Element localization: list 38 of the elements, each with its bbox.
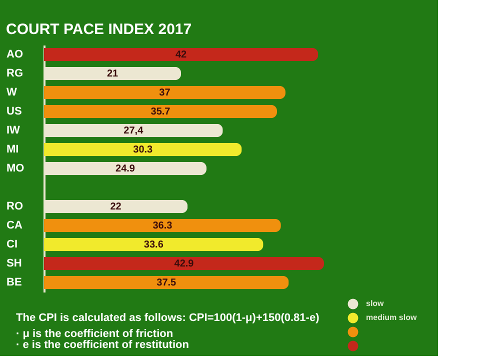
- chart-title: COURT PACE INDEX 2017: [6, 21, 192, 38]
- text: · μ is the coefficient of friction: [16, 328, 174, 340]
- data-label: 36.3: [152, 220, 173, 232]
- bar: [44, 48, 318, 62]
- data-label: 42.9: [174, 258, 194, 270]
- y-tick-label: RG: [6, 68, 23, 80]
- data-label: 30.3: [133, 144, 154, 156]
- bar: [44, 142, 242, 156]
- y-tick-label: AO: [6, 48, 24, 60]
- y-tick-label: IW: [6, 124, 21, 136]
- data-label: 33.6: [144, 240, 164, 250]
- y-tick-label: CI: [6, 238, 18, 250]
- data-label: 37.5: [156, 278, 177, 288]
- y-tick-label: SH: [6, 258, 22, 270]
- y-tick-label: BE: [6, 276, 22, 288]
- legend-label: medium slow: [366, 313, 418, 322]
- legend-label: slow: [366, 299, 385, 308]
- bar: [44, 276, 289, 290]
- data-label: 22: [110, 202, 122, 212]
- bar: [44, 256, 324, 270]
- data-label: 21: [106, 68, 119, 80]
- y-tick-label: US: [6, 106, 22, 118]
- y-tick-label: W: [6, 86, 18, 98]
- y-tick-label: CA: [6, 220, 22, 232]
- bar: [44, 86, 286, 100]
- data-label: 42: [176, 50, 188, 60]
- data-label: 27,4: [124, 126, 144, 136]
- text: The CPI is calculated as follows: CPI=100(1-μ)+150(0.81-e): [16, 312, 320, 324]
- y-tick-label: MO: [6, 162, 25, 174]
- data-label: 37: [159, 88, 171, 98]
- data-label: 35.7: [150, 106, 171, 118]
- y-tick-label: RO: [6, 200, 24, 212]
- data-label: 24.9: [116, 164, 136, 174]
- y-tick-label: MI: [6, 144, 19, 156]
- bar: [44, 238, 264, 252]
- text: · e is the coefficient of restitution: [16, 339, 190, 351]
- bar: [44, 218, 281, 232]
- bar: [44, 104, 278, 118]
